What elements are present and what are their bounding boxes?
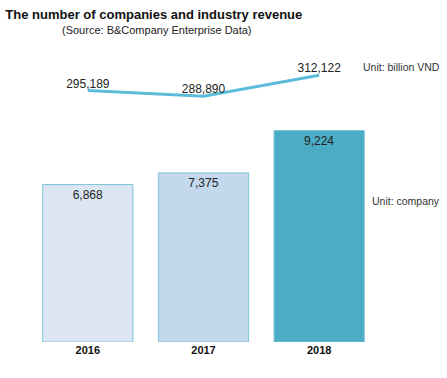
svg-text:The number of companies and in: The number of companies and industry rev…: [5, 7, 302, 22]
svg-text:2017: 2017: [191, 344, 215, 356]
svg-text:2018: 2018: [307, 344, 331, 356]
svg-text:Unit: company: Unit: company: [372, 195, 440, 207]
svg-text:7,375: 7,375: [188, 176, 218, 190]
svg-text:9,224: 9,224: [304, 134, 334, 148]
svg-text:295,189: 295,189: [66, 77, 110, 91]
svg-text:288,890: 288,890: [182, 82, 226, 96]
svg-text:312,122: 312,122: [297, 61, 341, 75]
svg-text:2016: 2016: [76, 344, 100, 356]
svg-text:(Source: B&Company Enterprise: (Source: B&Company Enterprise Data): [62, 24, 252, 36]
svg-text:Unit: billion VND: Unit: billion VND: [363, 61, 440, 73]
svg-text:6,868: 6,868: [73, 188, 103, 202]
